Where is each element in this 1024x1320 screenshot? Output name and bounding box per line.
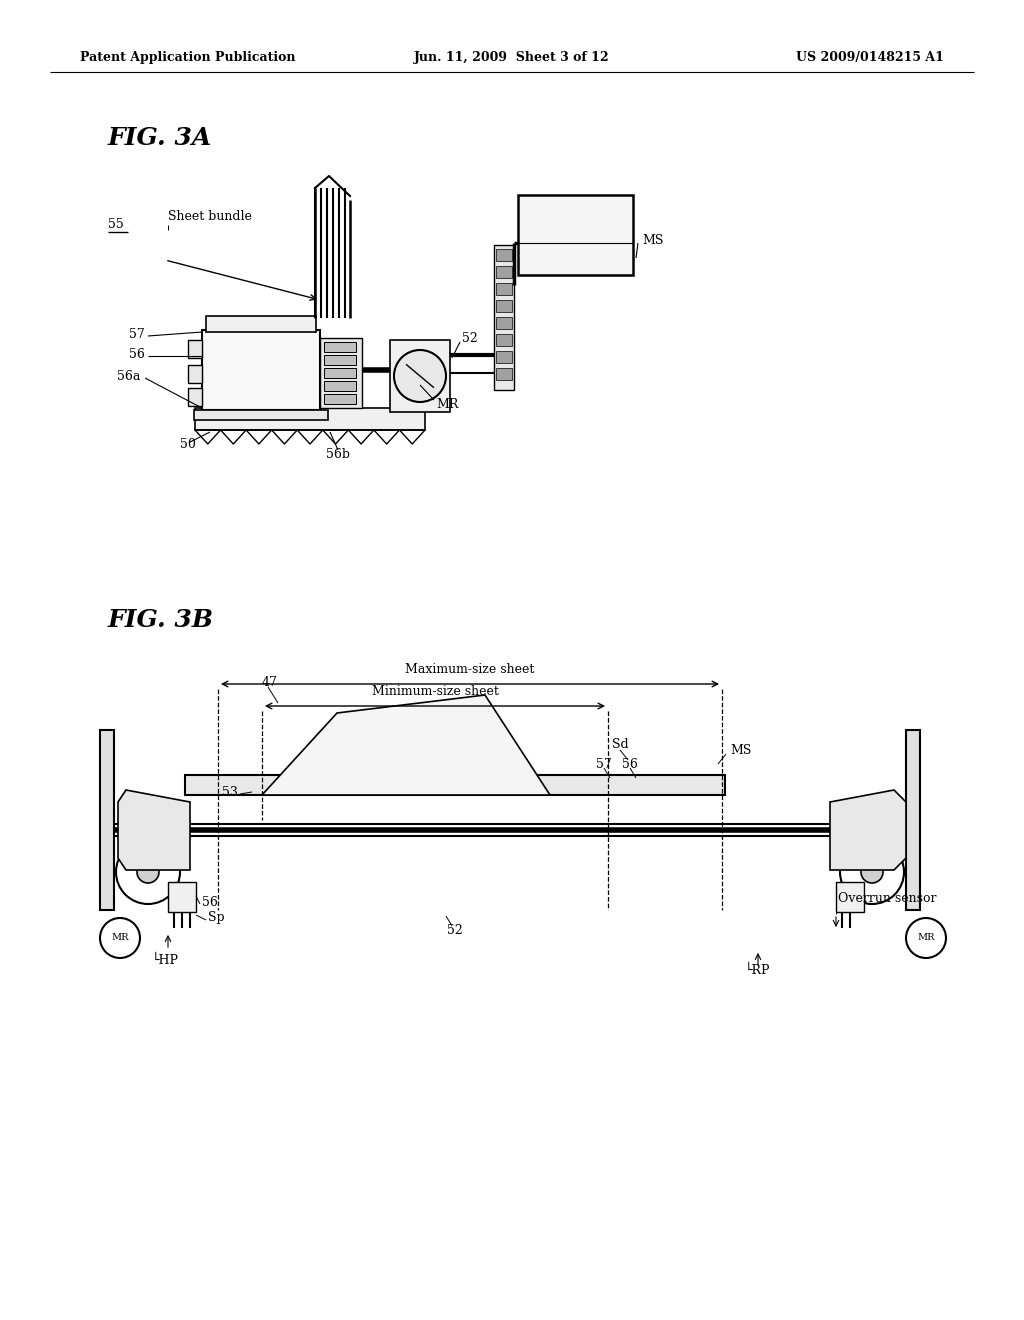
Text: └HP: └HP xyxy=(152,953,179,966)
Text: Sp: Sp xyxy=(208,912,224,924)
Polygon shape xyxy=(262,696,550,795)
Bar xyxy=(324,381,356,391)
Text: Maximum-size sheet: Maximum-size sheet xyxy=(406,663,535,676)
Polygon shape xyxy=(830,789,906,870)
Bar xyxy=(324,355,356,366)
Bar xyxy=(202,330,319,411)
Bar xyxy=(494,246,514,389)
Text: 56: 56 xyxy=(129,348,145,362)
Circle shape xyxy=(394,350,446,403)
Bar xyxy=(185,775,725,795)
Text: MR: MR xyxy=(436,397,459,411)
Bar xyxy=(324,368,356,378)
Text: 57: 57 xyxy=(129,329,145,342)
Circle shape xyxy=(861,861,883,883)
Bar xyxy=(496,368,512,380)
Circle shape xyxy=(100,917,140,958)
Text: MS: MS xyxy=(642,234,664,247)
Bar xyxy=(324,393,356,404)
Bar xyxy=(496,267,512,279)
Text: 56b: 56b xyxy=(326,449,350,462)
Bar xyxy=(496,282,512,294)
Circle shape xyxy=(137,861,159,883)
Bar xyxy=(496,300,512,312)
Bar xyxy=(496,351,512,363)
Bar xyxy=(188,341,202,358)
Text: MS: MS xyxy=(730,743,752,756)
Bar xyxy=(496,317,512,329)
Text: Minimum-size sheet: Minimum-size sheet xyxy=(372,685,499,698)
Bar xyxy=(194,411,328,420)
Bar xyxy=(906,730,920,909)
Circle shape xyxy=(116,840,180,904)
Polygon shape xyxy=(118,789,190,870)
Bar xyxy=(206,315,316,333)
Circle shape xyxy=(840,840,904,904)
Text: 56: 56 xyxy=(622,759,638,771)
Text: MR: MR xyxy=(918,933,935,942)
Text: 52: 52 xyxy=(462,331,478,345)
Bar xyxy=(518,195,633,275)
Text: 50: 50 xyxy=(180,438,196,451)
Bar xyxy=(188,366,202,383)
Text: MR: MR xyxy=(112,933,129,942)
Bar xyxy=(188,388,202,407)
Text: FIG. 3A: FIG. 3A xyxy=(108,125,212,150)
Bar xyxy=(168,882,196,912)
Text: 47: 47 xyxy=(262,676,278,689)
Bar xyxy=(390,341,450,412)
Text: 55: 55 xyxy=(108,218,124,231)
Text: 56: 56 xyxy=(202,895,218,908)
Bar xyxy=(319,338,362,408)
Circle shape xyxy=(906,917,946,958)
Bar xyxy=(100,730,114,909)
Bar xyxy=(324,342,356,352)
Text: FIG. 3B: FIG. 3B xyxy=(108,609,214,632)
Bar xyxy=(496,249,512,261)
Text: Sd: Sd xyxy=(612,738,629,751)
Text: Overrun sensor: Overrun sensor xyxy=(838,891,937,904)
Text: Sheet bundle: Sheet bundle xyxy=(168,210,252,223)
Text: 52: 52 xyxy=(447,924,463,936)
Bar xyxy=(836,882,864,912)
Text: 53: 53 xyxy=(222,785,238,799)
Text: Patent Application Publication: Patent Application Publication xyxy=(80,51,296,65)
Text: Jun. 11, 2009  Sheet 3 of 12: Jun. 11, 2009 Sheet 3 of 12 xyxy=(414,51,610,65)
Bar xyxy=(195,408,425,430)
Text: US 2009/0148215 A1: US 2009/0148215 A1 xyxy=(796,51,944,65)
Bar xyxy=(496,334,512,346)
Text: 57: 57 xyxy=(596,759,611,771)
Text: └RP: └RP xyxy=(745,964,770,977)
Text: 56a: 56a xyxy=(117,370,140,383)
